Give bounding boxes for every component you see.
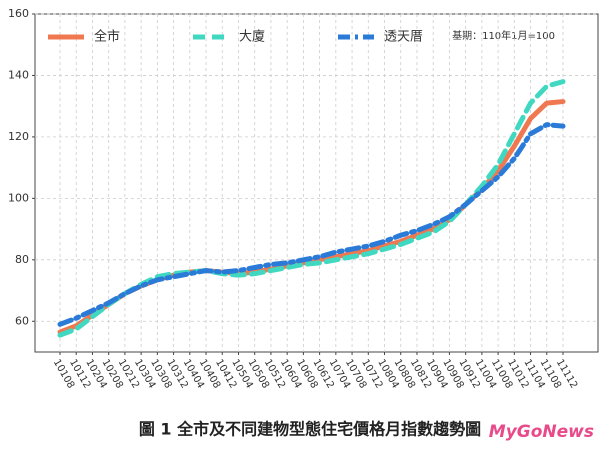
series-line bbox=[57, 99, 566, 335]
y-tick-label: 100 bbox=[8, 191, 29, 204]
series-line bbox=[57, 79, 566, 338]
watermark: MyGoNews bbox=[489, 422, 594, 442]
y-tick-label: 120 bbox=[8, 130, 29, 143]
y-tick-label: 80 bbox=[15, 253, 29, 266]
series-line bbox=[57, 122, 566, 327]
legend-label: 透天厝 bbox=[384, 30, 423, 45]
chart-title: 圖 1 全市及不同建物型態住宅價格月指數趨勢圖 bbox=[139, 420, 481, 439]
y-tick-label: 160 bbox=[8, 7, 29, 20]
y-tick-label: 140 bbox=[8, 68, 29, 81]
legend-label: 全市 bbox=[94, 29, 120, 45]
annotation: 基期：110年1月=100 bbox=[452, 29, 555, 42]
plot-frame bbox=[34, 13, 599, 353]
legend-label: 大廈 bbox=[239, 29, 265, 45]
y-tick-label: 60 bbox=[15, 314, 29, 327]
